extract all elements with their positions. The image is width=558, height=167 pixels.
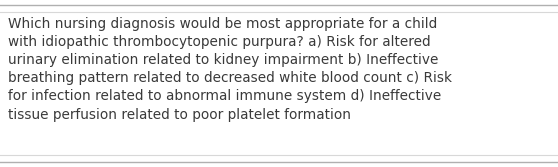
Text: Which nursing diagnosis would be most appropriate for a child
with idiopathic th: Which nursing diagnosis would be most ap… bbox=[8, 17, 453, 122]
